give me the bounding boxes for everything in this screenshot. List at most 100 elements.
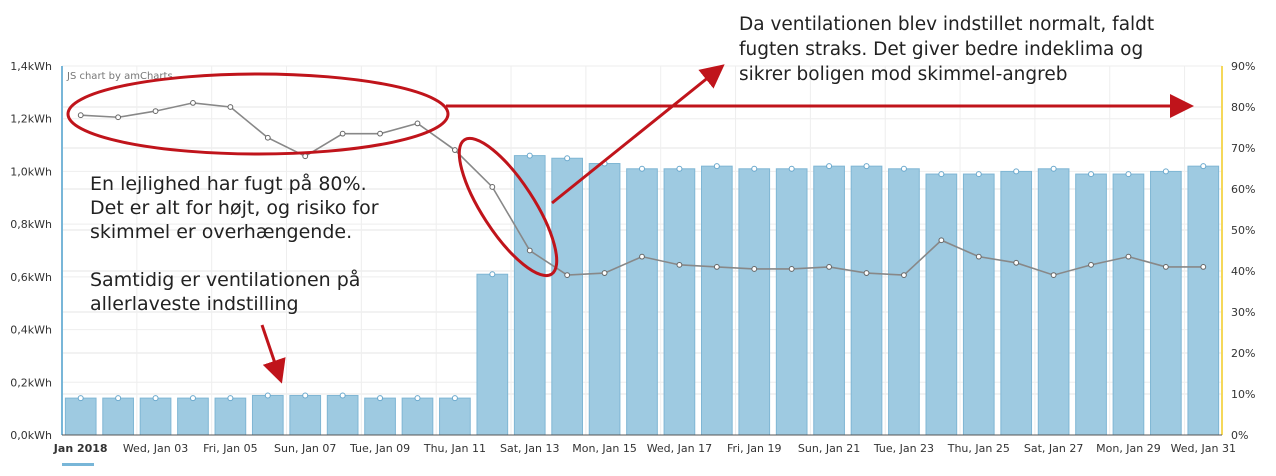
bar-point [189,395,196,402]
line-point [489,184,496,190]
bar [738,168,771,436]
bar-point [152,395,159,402]
bar [626,168,658,436]
bar [663,168,696,436]
right-tick-label: 30% [1231,306,1255,319]
line-point [339,130,346,137]
bar [476,273,509,436]
line-point [901,272,907,279]
bar-point [1088,171,1095,178]
annotation-humidity-high: En lejlighed har fugt på 80%. Det er alt… [90,173,379,243]
bar [588,163,621,436]
x-tick-label: Sun, Jan 21 [798,442,860,455]
bar-point [302,392,309,399]
line-point [1013,259,1020,266]
line-point [414,120,421,127]
bar [102,397,134,436]
chart-credit: JS chart by amCharts [66,71,173,82]
line-point [601,270,608,276]
bar [214,397,247,436]
bar-point [751,165,758,172]
line-point [1088,261,1094,268]
x-tick-label: Jan 2018 [53,442,108,455]
left-tick-label: 1,2kWh [10,113,52,126]
line-point [1200,264,1207,270]
line-point [639,253,645,260]
bar [401,397,434,436]
bar [251,394,284,436]
bar [326,394,359,436]
bar-point [451,395,458,402]
bar-series [64,152,1220,436]
x-tick-label: Wed, Jan 31 [1171,442,1236,455]
bar [551,157,584,436]
line-point [863,270,870,276]
bar [439,397,471,436]
line-point [751,266,758,272]
left-axis-ticks: 0,0kWh 0,2kWh 0,4kWh 0,6kWh 0,8kWh 1,0kWh 1,2k… [10,60,52,442]
line-point [975,253,982,260]
x-tick-label: Fri, Jan 05 [203,442,258,455]
x-tick-label: Thu, Jan 25 [947,442,1010,455]
line-point [1162,264,1169,270]
line-point [452,147,458,153]
bar-point [676,165,683,172]
line-point [826,264,832,270]
bar-point [863,163,870,170]
x-tick-label: Sun, Jan 07 [274,442,336,455]
bar-point [938,171,945,178]
line-point [302,153,309,160]
bar-point [264,392,271,399]
line-point [77,112,84,119]
bar-point [900,165,907,172]
right-tick-label: 70% [1231,142,1255,155]
axes [61,66,1223,466]
humidity-drop-ellipse [457,136,559,278]
left-tick-label: 1,0kWh [10,165,52,178]
right-tick-label: 20% [1231,347,1255,360]
line-point [1125,253,1132,260]
bar-point [1050,165,1057,172]
line-point [377,130,383,137]
line-point [152,108,159,114]
right-tick-label: 40% [1231,265,1255,278]
bar-point [975,171,982,178]
bar [1112,173,1145,436]
annotation-ventilation-low: Samtidig er ventilationen på allerlavest… [90,269,361,315]
bar-point [489,271,496,278]
left-tick-label: 1,4kWh [10,60,52,73]
x-tick-label: Sat, Jan 13 [500,442,559,455]
bar-point [1200,163,1207,170]
bar [925,173,958,436]
line-point [713,264,720,270]
bar [364,397,396,436]
bar-point [77,395,84,402]
bar [775,168,808,436]
line-point [115,114,122,121]
arrow-to-annotation [551,64,725,205]
right-tick-label: 10% [1231,388,1255,401]
line-point [526,247,533,254]
right-axis-ticks: 0% 10% 20% 30% 40% 50% 60% 70% 80% 90% [1231,60,1255,442]
bar-point [227,395,234,402]
bar-point [414,395,421,402]
right-tick-label: 50% [1231,224,1255,237]
annotation-ventilation-normal: Da ventilationen blev indstillet normalt… [739,14,1155,85]
bar [289,394,322,436]
bar [700,165,733,436]
left-tick-label: 0,8kWh [10,218,52,231]
bar [813,165,845,436]
bar [139,397,172,436]
bar-point [339,392,346,399]
left-tick-label: 0,6kWh [10,271,52,284]
bar-point [639,165,645,172]
bar [1000,170,1033,436]
bar-point [826,163,833,170]
line-point [264,134,271,141]
humidity-high-ellipse [66,72,450,156]
bar-point [1162,168,1169,175]
annotation-marks [66,64,1194,384]
line-point [564,272,571,279]
x-tick-label: Fri, Jan 19 [727,442,782,455]
